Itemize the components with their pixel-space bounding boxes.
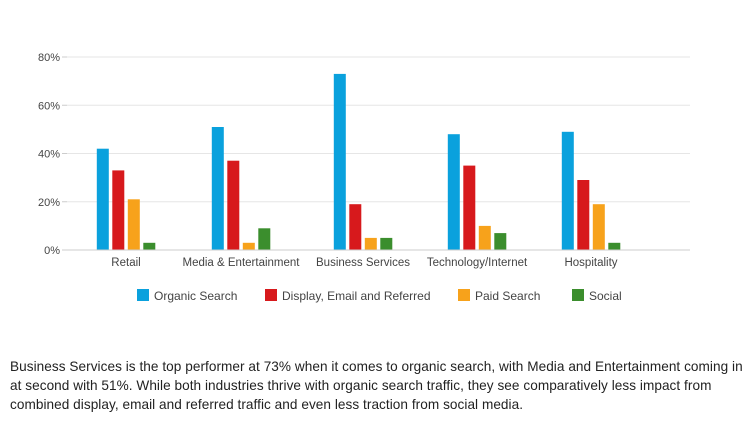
x-tick-label: Retail	[111, 257, 140, 269]
legend-swatch	[265, 289, 277, 301]
y-tick-label: 60%	[38, 100, 60, 112]
bar	[608, 242, 621, 250]
chart-caption: Business Services is the top performer a…	[10, 359, 743, 412]
x-tick-label: Business Services	[316, 257, 410, 269]
bar	[333, 73, 346, 251]
y-tick-label: 20%	[38, 197, 60, 209]
bar	[349, 204, 362, 250]
y-tick-label: 80%	[38, 52, 60, 64]
gridlines	[67, 56, 690, 203]
x-tick-label: Media & Entertainment	[183, 257, 301, 269]
legend-swatch	[458, 289, 470, 301]
legend-label: Organic Search	[154, 289, 237, 303]
bar	[364, 237, 377, 250]
bar	[447, 134, 460, 250]
bar	[561, 131, 574, 250]
legend-item: Organic Search	[137, 289, 237, 303]
bar	[112, 170, 125, 250]
legend: Organic Search Display, Email and Referre…	[137, 289, 622, 303]
bar	[463, 165, 476, 250]
bar-chart: 0% 20% 40% 60% 80% Retail Media & Entertainme…	[38, 52, 690, 303]
legend-item: Paid Search	[458, 289, 540, 303]
legend-label: Paid Search	[475, 289, 540, 303]
bar	[494, 233, 507, 250]
bar	[127, 199, 140, 250]
y-tick-label: 40%	[38, 149, 60, 161]
bar	[258, 228, 271, 250]
bar	[380, 237, 393, 250]
legend-item: Social	[572, 289, 622, 303]
legend-label: Social	[589, 289, 622, 303]
x-tick-label: Technology/Internet	[427, 257, 528, 269]
legend-item: Display, Email and Referred	[265, 289, 431, 303]
y-tick-label: 0%	[44, 245, 60, 257]
bar	[96, 148, 109, 250]
legend-swatch	[572, 289, 584, 301]
bars	[96, 73, 621, 251]
bar	[478, 225, 491, 250]
legend-swatch	[137, 289, 149, 301]
bar	[592, 204, 605, 250]
x-tick-label: Hospitality	[564, 257, 617, 269]
bar	[211, 127, 224, 250]
bar	[577, 180, 590, 250]
bar	[143, 242, 156, 250]
x-axis-ticks: Retail Media & Entertainment Business Serv…	[111, 257, 617, 269]
bar	[242, 242, 255, 250]
bar	[227, 160, 240, 250]
y-axis-ticks: 0% 20% 40% 60% 80%	[38, 52, 67, 257]
legend-label: Display, Email and Referred	[282, 289, 431, 303]
